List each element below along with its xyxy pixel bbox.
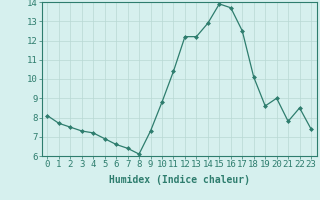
X-axis label: Humidex (Indice chaleur): Humidex (Indice chaleur) <box>109 175 250 185</box>
